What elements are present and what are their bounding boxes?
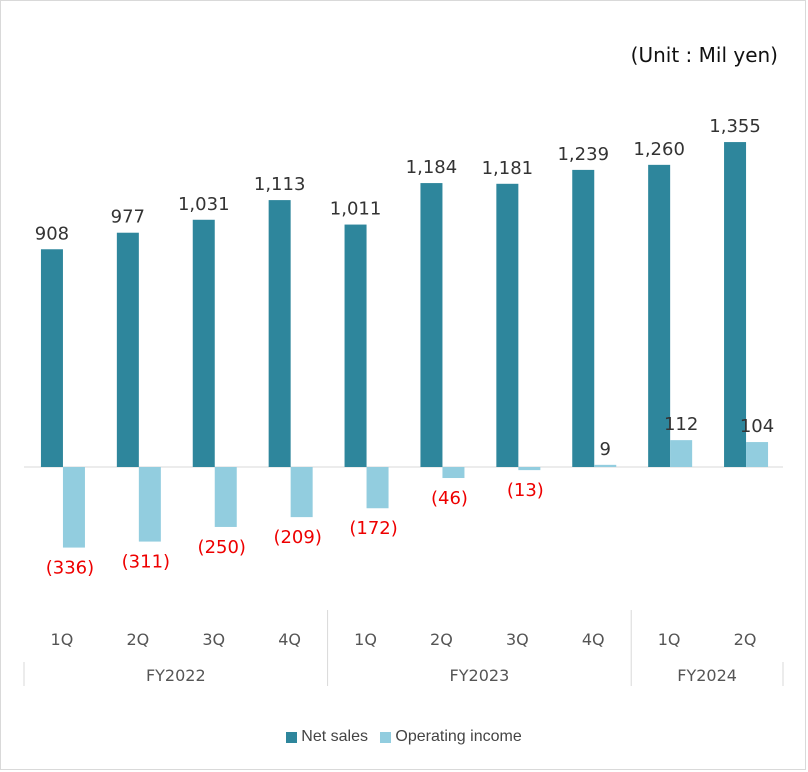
data-label-operating-income: 112 <box>664 414 698 435</box>
data-label-net-sales: 1,239 <box>557 144 609 165</box>
x-group-label: FY2022 <box>146 666 206 685</box>
bar-net-sales <box>116 232 139 467</box>
bar-net-sales <box>192 219 215 467</box>
bar-operating-income <box>518 467 541 471</box>
bar-net-sales <box>572 169 595 467</box>
x-tick-label: 2Q <box>126 630 149 649</box>
bar-operating-income <box>442 467 465 479</box>
data-label-operating-income: (46) <box>431 488 468 509</box>
unit-label: (Unit : Mil yen) <box>630 43 778 67</box>
bar-net-sales <box>724 142 747 468</box>
x-tick-label: 4Q <box>582 630 605 649</box>
data-label-operating-income: (13) <box>507 480 544 501</box>
bar-net-sales <box>420 183 443 468</box>
legend-swatch-operating-income <box>380 731 392 743</box>
bar-operating-income <box>670 440 693 467</box>
x-tick-label: 3Q <box>506 630 529 649</box>
bar-operating-income <box>366 467 389 509</box>
bar-operating-income <box>290 467 313 518</box>
bar-operating-income <box>746 442 769 467</box>
data-label-operating-income: (311) <box>122 552 170 573</box>
bar-operating-income <box>62 467 85 548</box>
x-group-label: FY2023 <box>450 666 510 685</box>
data-label-net-sales: 1,011 <box>330 199 382 220</box>
data-label-operating-income: (172) <box>349 518 397 539</box>
x-tick-label: 1Q <box>51 630 74 649</box>
data-label-net-sales: 908 <box>35 223 69 244</box>
bar-net-sales <box>648 164 671 468</box>
data-label-net-sales: 1,184 <box>406 157 458 178</box>
bar-net-sales <box>268 200 291 467</box>
data-label-net-sales: 1,260 <box>633 139 685 160</box>
data-label-operating-income: (209) <box>273 527 321 548</box>
bar-operating-income <box>214 467 237 527</box>
x-group-label: FY2024 <box>677 666 737 685</box>
data-label-net-sales: 1,031 <box>178 194 230 215</box>
data-label-net-sales: 1,113 <box>254 174 306 195</box>
data-label-net-sales: 1,181 <box>482 158 534 179</box>
legend-swatch-net-sales <box>286 731 298 743</box>
x-tick-label: 2Q <box>734 630 757 649</box>
bar-net-sales <box>344 224 367 467</box>
x-tick-label: 1Q <box>658 630 681 649</box>
x-tick-label: 4Q <box>278 630 301 649</box>
legend-item-net-sales: Net sales <box>286 728 368 746</box>
x-tick-label: 3Q <box>202 630 225 649</box>
x-tick-label: 2Q <box>430 630 453 649</box>
data-label-net-sales: 1,355 <box>709 116 761 137</box>
legend: Net sales Operating income <box>0 728 808 748</box>
data-label-operating-income: 104 <box>740 416 774 437</box>
legend-label-net-sales: Net sales <box>301 728 368 745</box>
legend-label-operating-income: Operating income <box>395 728 522 745</box>
bar-operating-income <box>138 467 161 542</box>
bar-net-sales <box>40 249 63 467</box>
data-label-operating-income: 9 <box>600 439 611 460</box>
data-label-operating-income: (250) <box>198 537 246 558</box>
bar-operating-income <box>594 464 617 467</box>
data-label-net-sales: 977 <box>111 207 145 228</box>
data-label-operating-income: (336) <box>46 558 94 579</box>
legend-item-operating-income: Operating income <box>380 728 522 746</box>
x-tick-label: 1Q <box>354 630 377 649</box>
bar-net-sales <box>496 183 519 467</box>
